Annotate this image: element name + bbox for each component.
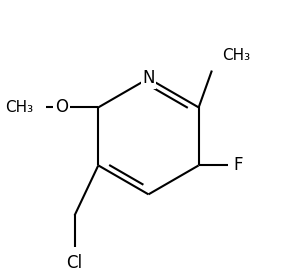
- Text: CH₃: CH₃: [222, 48, 250, 63]
- Text: Cl: Cl: [67, 254, 83, 272]
- Text: CH₃: CH₃: [6, 100, 34, 115]
- Text: N: N: [142, 70, 155, 87]
- Text: O: O: [55, 99, 68, 116]
- Text: F: F: [233, 156, 243, 174]
